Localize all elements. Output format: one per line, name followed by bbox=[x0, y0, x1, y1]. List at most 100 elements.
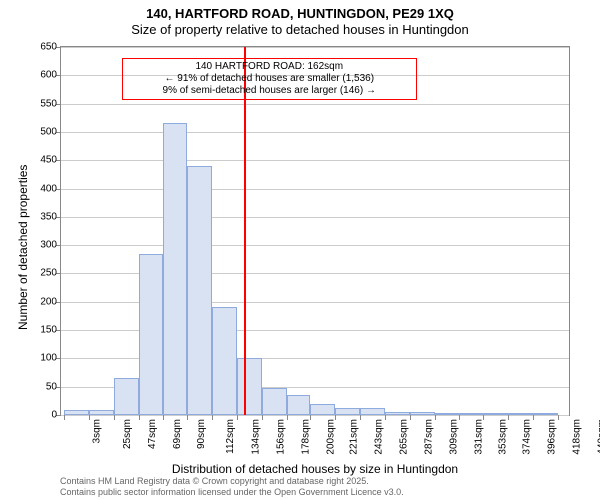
xtick-label: 287sqm bbox=[424, 419, 435, 455]
xtick-mark bbox=[533, 415, 534, 420]
histogram-bar bbox=[163, 123, 188, 415]
xtick-mark bbox=[163, 415, 164, 420]
xtick-mark bbox=[237, 415, 238, 420]
histogram-bar bbox=[360, 408, 385, 415]
xtick-mark bbox=[139, 415, 140, 420]
xtick-mark bbox=[508, 415, 509, 420]
ytick-label: 500 bbox=[40, 126, 57, 137]
xtick-label: 178sqm bbox=[301, 419, 312, 455]
title-line2: Size of property relative to detached ho… bbox=[0, 22, 600, 38]
xtick-mark bbox=[89, 415, 90, 420]
ytick-label: 600 bbox=[40, 70, 57, 81]
gridline bbox=[61, 104, 569, 105]
histogram-chart: 140, HARTFORD ROAD, HUNTINGDON, PE29 1XQ… bbox=[0, 0, 600, 500]
annotation-line1: 140 HARTFORD ROAD: 162sqm bbox=[127, 61, 412, 73]
xtick-label: 156sqm bbox=[276, 419, 287, 455]
ytick-label: 150 bbox=[40, 325, 57, 336]
chart-title: 140, HARTFORD ROAD, HUNTINGDON, PE29 1XQ… bbox=[0, 0, 600, 37]
xtick-mark bbox=[459, 415, 460, 420]
xtick-mark bbox=[64, 415, 65, 420]
histogram-bar bbox=[410, 412, 435, 415]
xtick-label: 47sqm bbox=[147, 419, 158, 449]
xtick-mark bbox=[262, 415, 263, 420]
histogram-bar bbox=[508, 413, 533, 415]
histogram-bar bbox=[212, 307, 237, 415]
marker-line bbox=[244, 47, 246, 415]
histogram-bar bbox=[459, 413, 483, 415]
xtick-label: 112sqm bbox=[225, 419, 236, 454]
annotation-line2: ← 91% of detached houses are smaller (1,… bbox=[127, 73, 412, 85]
xtick-label: 3sqm bbox=[92, 419, 103, 443]
ytick-label: 300 bbox=[40, 240, 57, 251]
histogram-bar bbox=[139, 254, 163, 415]
histogram-bar bbox=[64, 410, 89, 415]
ytick-label: 250 bbox=[40, 268, 57, 279]
histogram-bar bbox=[262, 388, 287, 415]
xtick-mark bbox=[335, 415, 336, 420]
xtick-label: 374sqm bbox=[522, 419, 533, 455]
xtick-label: 221sqm bbox=[349, 419, 360, 455]
y-axis-title: Number of detached properties bbox=[16, 165, 30, 330]
gridline bbox=[61, 330, 569, 331]
ytick-label: 50 bbox=[46, 381, 57, 392]
histogram-bar bbox=[187, 166, 212, 415]
xtick-label: 440sqm bbox=[596, 419, 600, 455]
gridline bbox=[61, 217, 569, 218]
xtick-label: 25sqm bbox=[122, 419, 133, 449]
gridline bbox=[61, 132, 569, 133]
xtick-label: 418sqm bbox=[571, 419, 582, 455]
xtick-mark bbox=[410, 415, 411, 420]
ytick-label: 650 bbox=[40, 42, 57, 53]
histogram-bar bbox=[385, 412, 410, 415]
histogram-bar bbox=[310, 404, 335, 415]
plot-area: 0501001502002503003504004505005506006503… bbox=[60, 46, 570, 416]
xtick-label: 331sqm bbox=[473, 419, 484, 455]
xtick-label: 134sqm bbox=[251, 419, 262, 455]
xtick-mark bbox=[187, 415, 188, 420]
gridline bbox=[61, 160, 569, 161]
histogram-bar bbox=[287, 395, 311, 415]
x-axis-title: Distribution of detached houses by size … bbox=[60, 462, 570, 476]
histogram-bar bbox=[483, 413, 508, 415]
xtick-label: 200sqm bbox=[325, 419, 336, 455]
xtick-label: 90sqm bbox=[196, 419, 207, 449]
gridline bbox=[61, 358, 569, 359]
gridline bbox=[61, 415, 569, 416]
footer-line2: Contains public sector information licen… bbox=[60, 487, 404, 498]
xtick-mark bbox=[310, 415, 311, 420]
annotation-line3: 9% of semi-detached houses are larger (1… bbox=[127, 85, 412, 97]
xtick-label: 243sqm bbox=[374, 419, 385, 455]
ytick-label: 100 bbox=[40, 353, 57, 364]
gridline bbox=[61, 47, 569, 48]
gridline bbox=[61, 273, 569, 274]
xtick-label: 309sqm bbox=[448, 419, 459, 455]
chart-footer: Contains HM Land Registry data © Crown c… bbox=[60, 476, 404, 498]
histogram-bar bbox=[533, 413, 558, 415]
xtick-mark bbox=[360, 415, 361, 420]
histogram-bar bbox=[335, 408, 360, 415]
xtick-mark bbox=[385, 415, 386, 420]
xtick-mark bbox=[114, 415, 115, 420]
xtick-label: 265sqm bbox=[399, 419, 410, 455]
ytick-label: 450 bbox=[40, 155, 57, 166]
xtick-mark bbox=[558, 415, 559, 420]
xtick-label: 353sqm bbox=[498, 419, 509, 455]
xtick-mark bbox=[287, 415, 288, 420]
histogram-bar bbox=[89, 410, 114, 415]
xtick-mark bbox=[435, 415, 436, 420]
histogram-bar bbox=[114, 378, 139, 415]
ytick-label: 0 bbox=[51, 410, 57, 421]
gridline bbox=[61, 245, 569, 246]
gridline bbox=[61, 189, 569, 190]
ytick-label: 550 bbox=[40, 98, 57, 109]
ytick-label: 200 bbox=[40, 296, 57, 307]
title-line1: 140, HARTFORD ROAD, HUNTINGDON, PE29 1XQ bbox=[0, 6, 600, 22]
ytick-label: 400 bbox=[40, 183, 57, 194]
footer-line1: Contains HM Land Registry data © Crown c… bbox=[60, 476, 404, 487]
xtick-label: 69sqm bbox=[172, 419, 183, 449]
xtick-mark bbox=[212, 415, 213, 420]
xtick-label: 396sqm bbox=[547, 419, 558, 455]
gridline bbox=[61, 302, 569, 303]
histogram-bar bbox=[237, 358, 262, 415]
histogram-bar bbox=[435, 413, 460, 415]
